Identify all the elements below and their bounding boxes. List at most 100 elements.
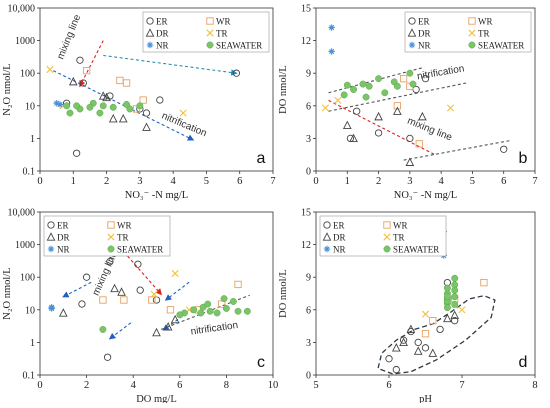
- data-point: [385, 355, 393, 363]
- trend-line: [164, 281, 190, 301]
- legend-marker: [323, 245, 331, 253]
- series-nr: [48, 304, 55, 312]
- data-point: [393, 106, 402, 115]
- legend-box: [319, 215, 447, 257]
- panel-letter: b: [519, 150, 528, 167]
- legend: ER WR DR TR NR SEAWATER: [43, 215, 171, 257]
- legend-label: NR: [333, 245, 346, 255]
- legend-marker: [145, 28, 155, 37]
- data-point: [66, 109, 74, 117]
- data-point: [406, 69, 414, 77]
- y-axis-label: DO nmol/L: [278, 269, 289, 318]
- panel-a: 0 1 2 3 4 5 6 7 0.1 1 10 100 1000 10,000 NO₃⁻ -N mg/L N…: [2, 4, 276, 202]
- data-point: [122, 79, 131, 87]
- x-tick-label: 4: [171, 176, 177, 187]
- y-tick-label: 0: [306, 167, 311, 178]
- legend-label: TR: [478, 29, 490, 39]
- data-point: [450, 310, 460, 319]
- y-tick-label: 10: [25, 101, 35, 112]
- x-tick-label: 7: [459, 380, 464, 391]
- data-point: [353, 107, 361, 115]
- data-point: [76, 56, 84, 64]
- x-tick-label: 6: [237, 176, 242, 187]
- x-tick-label: 7: [532, 176, 537, 187]
- data-point: [451, 274, 459, 282]
- y-tick-label: 100: [20, 273, 35, 284]
- x-axis-label: NO₃⁻ -N mg/L: [394, 190, 457, 201]
- data-point: [451, 300, 459, 308]
- data-point: [414, 338, 422, 347]
- trend-line: [103, 54, 238, 76]
- data-point: [53, 100, 60, 107]
- x-axis-label: DO mg/L: [136, 394, 177, 403]
- data-point: [381, 89, 389, 97]
- data-point: [418, 111, 427, 121]
- legend-label: WR: [393, 221, 408, 231]
- data-point: [443, 284, 451, 292]
- legend-marker: [407, 28, 417, 37]
- data-point: [443, 313, 452, 323]
- data-point: [108, 113, 118, 123]
- y-tick-label: 1: [30, 338, 35, 349]
- data-point: [451, 317, 459, 325]
- x-tick-label: 2: [84, 380, 89, 391]
- data-point: [150, 290, 158, 298]
- legend-box: [404, 11, 532, 53]
- legend-marker: [146, 41, 154, 49]
- data-point: [46, 65, 54, 74]
- x-tick-label: 5: [204, 176, 209, 187]
- x-axis-label: pH: [419, 394, 432, 403]
- data-point: [136, 102, 144, 110]
- data-point: [139, 96, 147, 104]
- data-point: [243, 307, 251, 315]
- data-point: [152, 327, 161, 337]
- data-point: [421, 330, 430, 338]
- data-point: [102, 92, 111, 102]
- legend-marker: [107, 233, 115, 241]
- y-tick-label: 15: [301, 208, 311, 219]
- data-point: [350, 86, 357, 93]
- legend-label: DR: [333, 233, 346, 243]
- data-point: [392, 365, 400, 374]
- data-point: [73, 102, 81, 110]
- data-point: [409, 80, 417, 88]
- legend-label: SEAWATER: [393, 245, 439, 255]
- data-point: [82, 273, 91, 281]
- y-tick-label: 100: [20, 69, 35, 80]
- data-point: [170, 314, 180, 324]
- y-tick-label: 0.1: [23, 371, 36, 382]
- series-dr: [391, 310, 460, 357]
- x-tick-label: 2: [104, 176, 109, 187]
- panel-letter: c: [257, 354, 265, 371]
- data-point: [451, 281, 459, 289]
- data-point: [118, 113, 128, 123]
- data-point: [406, 324, 416, 334]
- series-er: [62, 56, 241, 157]
- legend-label: ER: [156, 17, 168, 27]
- trend-line: [403, 140, 511, 161]
- legend-marker: [47, 221, 55, 229]
- x-tick-label: 4: [131, 380, 137, 391]
- data-point: [68, 76, 78, 86]
- data-point: [458, 306, 466, 314]
- data-point: [429, 317, 437, 325]
- data-point: [126, 105, 134, 113]
- data-point: [342, 120, 352, 130]
- data-point: [359, 80, 367, 88]
- data-point: [86, 103, 94, 111]
- y-tick-label: 12: [301, 36, 311, 47]
- y-tick-label: 10,000: [8, 4, 36, 15]
- legend-marker: [468, 41, 476, 49]
- data-point: [197, 309, 205, 317]
- x-tick-label: 6: [386, 380, 391, 391]
- y-tick-label: 3: [306, 338, 311, 349]
- panel-d: 5 6 7 8 0 3 6 9 12 15 pH DO nmol/L d ER WR DR TR NR SEAWAT…: [278, 208, 538, 406]
- data-point: [134, 260, 142, 268]
- legend-label: WR: [216, 17, 231, 27]
- legend-label: ER: [333, 221, 345, 231]
- trend-line: [123, 251, 163, 296]
- data-point: [399, 74, 408, 83]
- data-point: [399, 336, 408, 344]
- data-point: [72, 149, 81, 157]
